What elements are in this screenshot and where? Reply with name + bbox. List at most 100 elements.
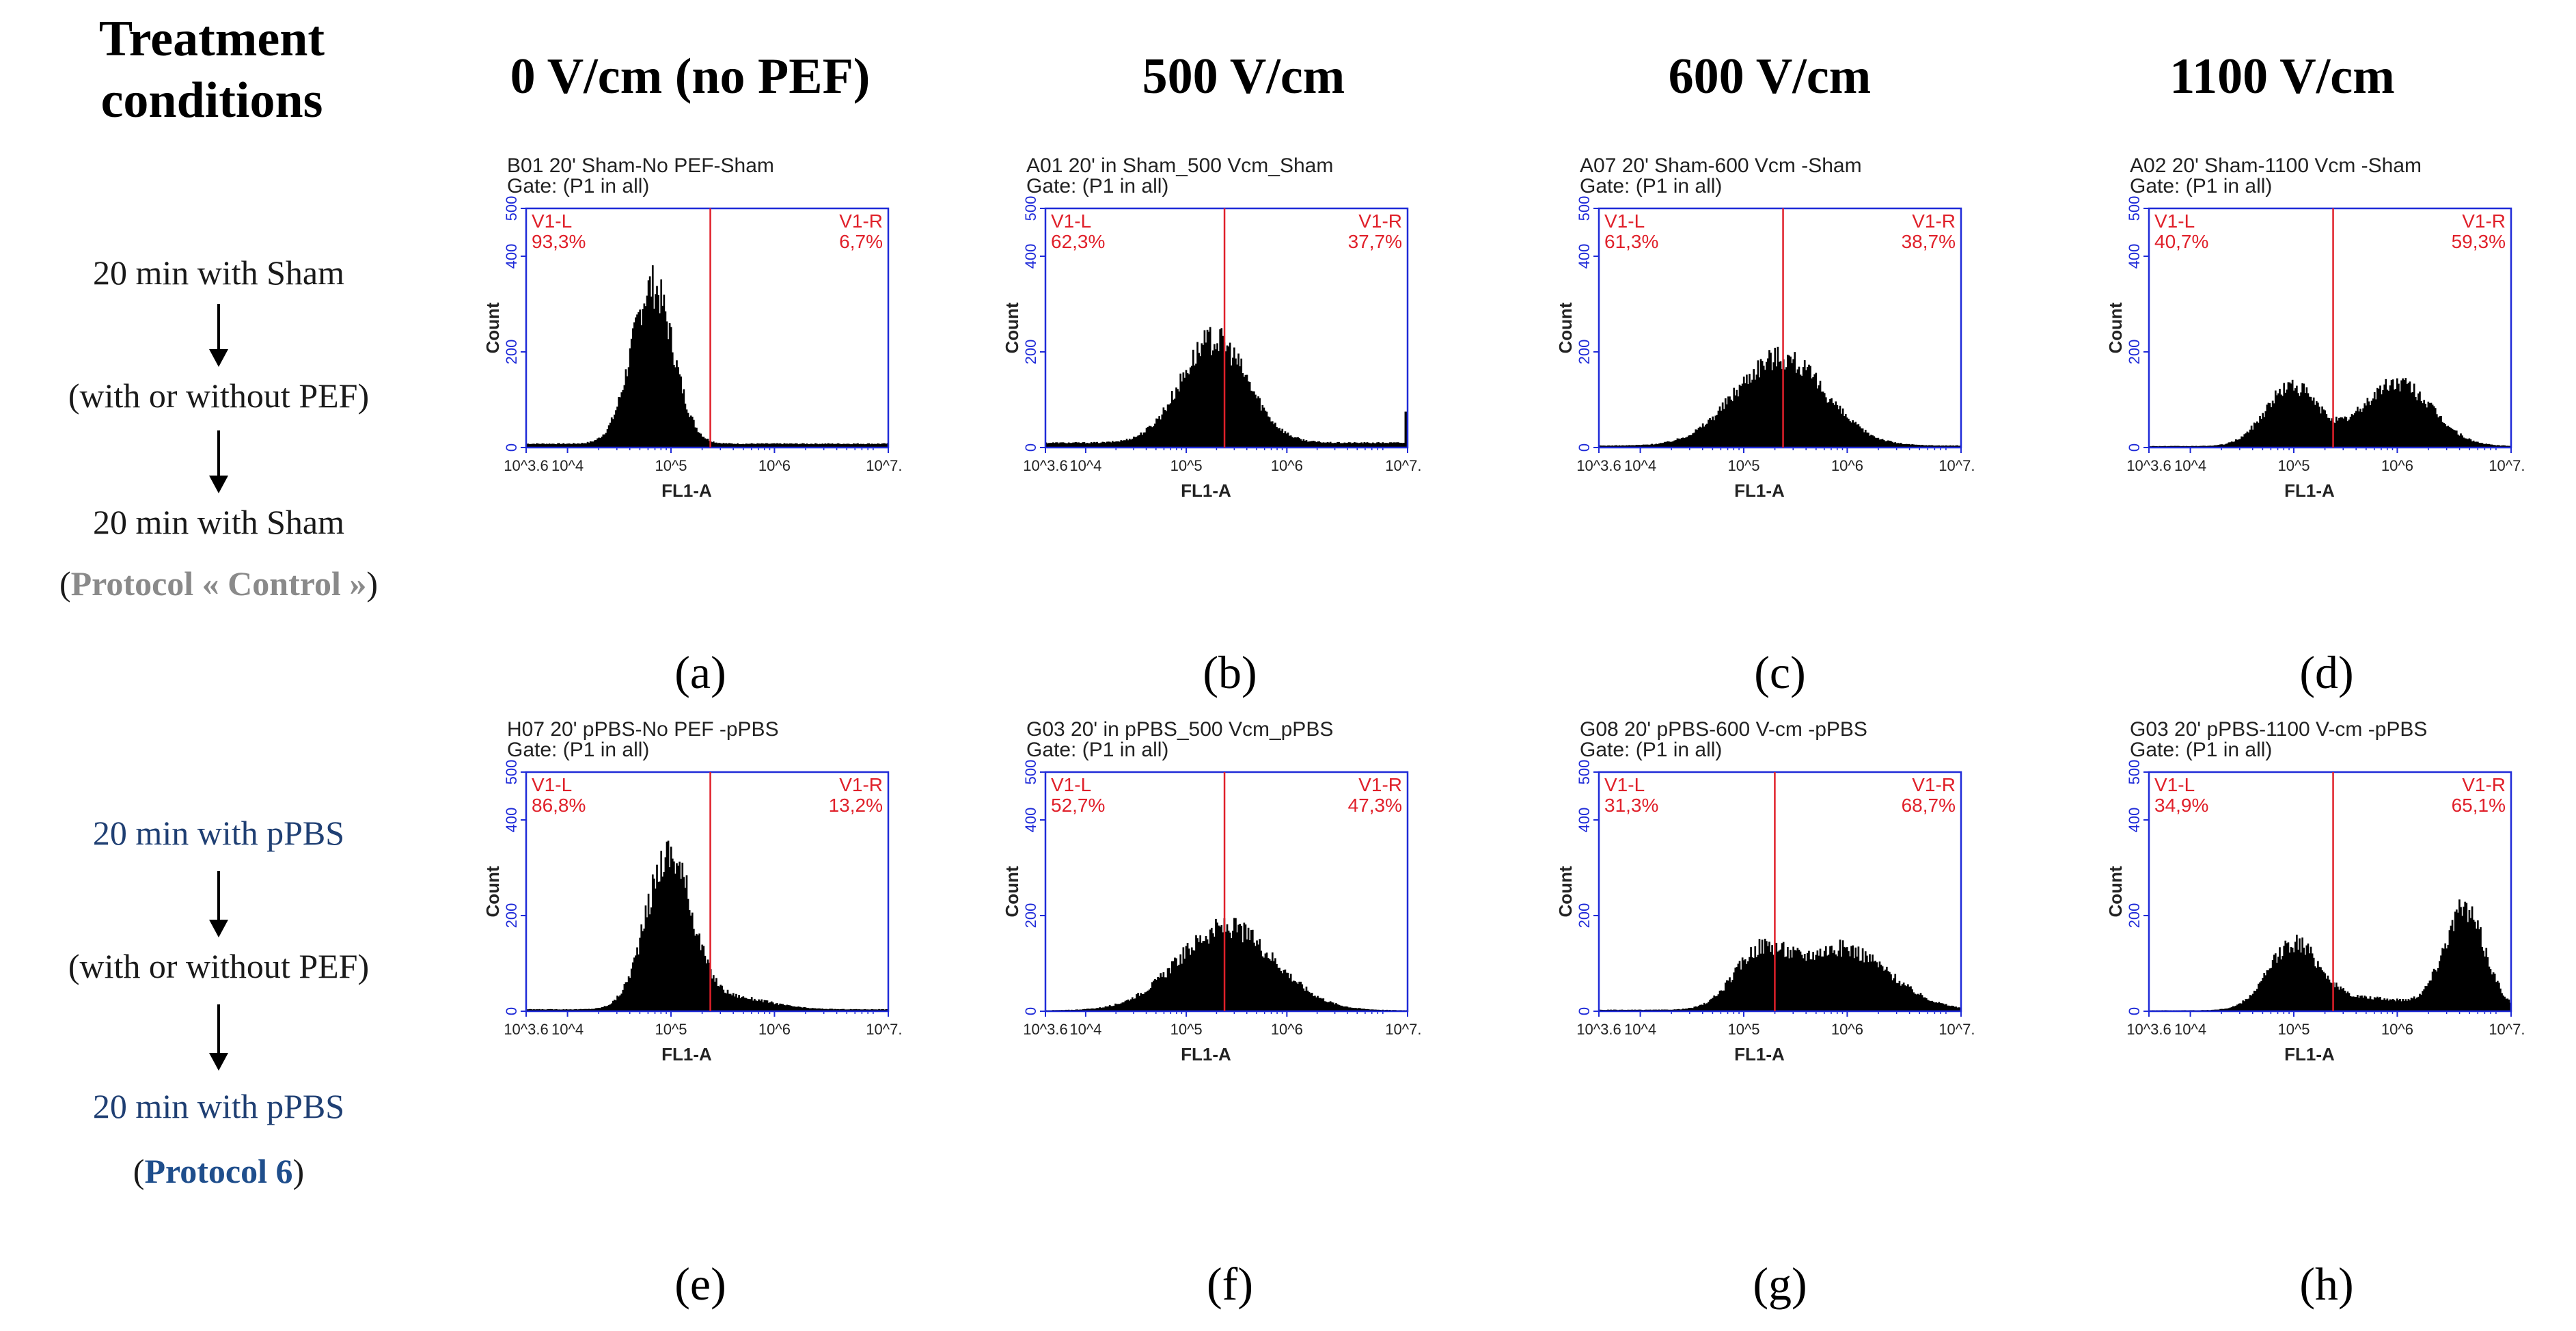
histogram-bar [1881, 966, 1884, 1011]
histogram-bar [1622, 445, 1625, 448]
histogram-bar [2484, 956, 2486, 1011]
histogram-bar [1243, 922, 1246, 1011]
x-axis-label: FL1-A [1734, 480, 1785, 501]
histogram-bar [1319, 998, 1322, 1011]
histogram-bar [1108, 1005, 1111, 1011]
column-heading-3: 1100 V/cm [2169, 49, 2395, 105]
histogram-bar [2439, 961, 2441, 1011]
histogram-bar [2307, 943, 2310, 1011]
histogram-bar [872, 1009, 875, 1011]
histogram-bar [1268, 959, 1271, 1011]
histogram-bar [1813, 959, 1816, 1011]
histogram-bar [2372, 999, 2374, 1011]
histogram-bar [2485, 443, 2488, 448]
histogram-bar [2379, 997, 2381, 1011]
histogram-bar [803, 443, 806, 448]
histogram-bar [1236, 364, 1238, 448]
histogram-bar [717, 986, 719, 1011]
histogram-bar [1907, 984, 1909, 1011]
histogram-bar [1205, 935, 1207, 1011]
histogram-bar [1117, 1004, 1119, 1011]
histogram-bar [749, 999, 752, 1011]
histogram-bar [741, 997, 743, 1011]
histogram-bar [2315, 401, 2318, 448]
histogram-bar [1298, 438, 1300, 448]
histogram-bars [1598, 938, 1962, 1011]
histogram-bar [1704, 424, 1707, 448]
histogram-bar [653, 878, 655, 1011]
histogram-bar [1181, 963, 1183, 1011]
histogram-bar [1199, 356, 1202, 448]
histogram-bar [2345, 993, 2348, 1011]
histogram-bar [2273, 955, 2275, 1011]
histogram-bar [2404, 999, 2407, 1011]
histogram-bar [1288, 978, 1291, 1011]
histogram-bar [1775, 942, 1778, 1011]
histogram-bar [1196, 938, 1198, 1011]
histogram-bar [1373, 443, 1375, 448]
histogram-bar [2437, 417, 2439, 448]
gate-left-label: V1-L [532, 210, 572, 232]
histogram-bar [1220, 925, 1223, 1011]
row0-arrow1 [209, 304, 228, 367]
histogram-bar [1918, 444, 1921, 448]
histogram-bar [1175, 958, 1177, 1011]
histogram-bar [763, 1000, 766, 1011]
histogram-bar [722, 443, 725, 448]
histogram-bar [1811, 378, 1813, 448]
histogram-bar [1314, 996, 1316, 1011]
histogram-bar [1931, 445, 1933, 448]
histogram-bar [1742, 960, 1745, 1011]
histogram-bar [2427, 401, 2430, 448]
histogram-bar [1079, 443, 1082, 448]
histogram-bar [743, 444, 746, 448]
histogram-bar [2491, 974, 2493, 1011]
histogram-bar [837, 443, 839, 448]
histogram-bar [1253, 942, 1255, 1011]
histogram-bar [597, 438, 599, 448]
histogram-bar [748, 443, 750, 448]
histogram-bar [1835, 954, 1837, 1011]
histogram-bar [2322, 972, 2325, 1011]
histogram-bar [2379, 385, 2381, 448]
histogram-bar [871, 443, 873, 448]
histogram-bar [2348, 993, 2351, 1011]
histogram-bar [578, 1009, 580, 1011]
histogram-bar [2474, 441, 2476, 448]
histogram-bar [688, 910, 691, 1011]
histogram-bar [1393, 442, 1395, 448]
histogram-bar [2486, 443, 2489, 448]
histogram-bar [1325, 442, 1328, 448]
histogram-bar [2393, 389, 2396, 448]
histogram-bar [801, 443, 804, 448]
histogram-bar [1762, 366, 1765, 448]
histogram-bar [1083, 442, 1086, 448]
histogram-bar [1865, 433, 1868, 448]
histogram-bar [766, 443, 769, 448]
histogram-bar [769, 1002, 771, 1011]
histogram-bar [1355, 442, 1357, 448]
histogram-bar [1721, 402, 1724, 448]
histogram-bar [851, 444, 853, 448]
histogram-bar [2480, 927, 2482, 1011]
histogram-bar [528, 1008, 531, 1011]
histogram-bar [581, 1009, 584, 1011]
histogram-bar [885, 443, 888, 448]
histogram-bar [1087, 443, 1090, 448]
histogram-bar [2279, 947, 2281, 1011]
histogram-bar [1319, 442, 1322, 448]
histogram-bar [1809, 959, 1811, 1011]
histogram-bar [1288, 435, 1291, 448]
histogram-bar [1764, 370, 1766, 448]
histogram-bar [1602, 445, 1605, 448]
histogram-bar [1754, 379, 1757, 448]
histogram-bar [1220, 328, 1223, 448]
histogram-bar [2387, 390, 2390, 448]
histogram-bar [1740, 385, 1742, 448]
histogram-bar [708, 441, 711, 448]
histogram-bar [816, 1008, 818, 1011]
histogram-bar [586, 1008, 589, 1011]
histogram-bar [1874, 437, 1877, 448]
y-tick-label: 400 [2126, 244, 2143, 269]
histogram-bar [2291, 947, 2294, 1011]
